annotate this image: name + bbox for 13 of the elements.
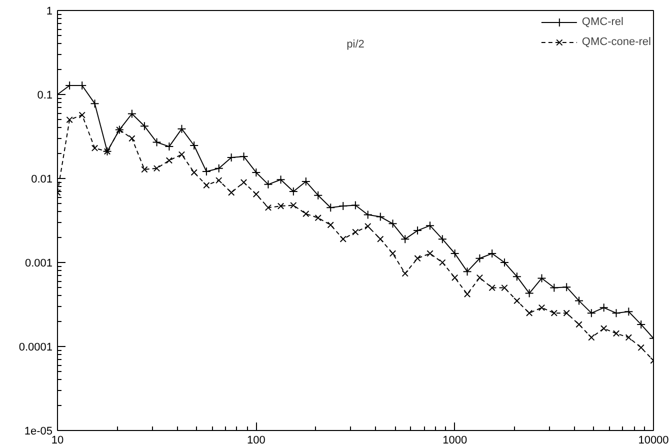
x-tick-label: 1000 [442,434,468,446]
y-tick-label: 1 [46,6,53,18]
y-tick-label: 0.001 [24,258,53,270]
y-tick-label: 0.01 [31,174,53,186]
legend-label: QMC-cone-rel [582,36,651,48]
legend-label: QMC-rel [582,16,624,28]
y-tick-label: 0.1 [37,90,53,102]
text: pi/2 [346,38,364,50]
y-tick-label: 1e-05 [24,426,53,438]
y-tick-label: 0.0001 [18,342,53,354]
x-tick-label: 10000 [638,434,669,446]
x-tick-label: 100 [246,434,266,446]
x-tick-label: 10 [51,434,64,446]
